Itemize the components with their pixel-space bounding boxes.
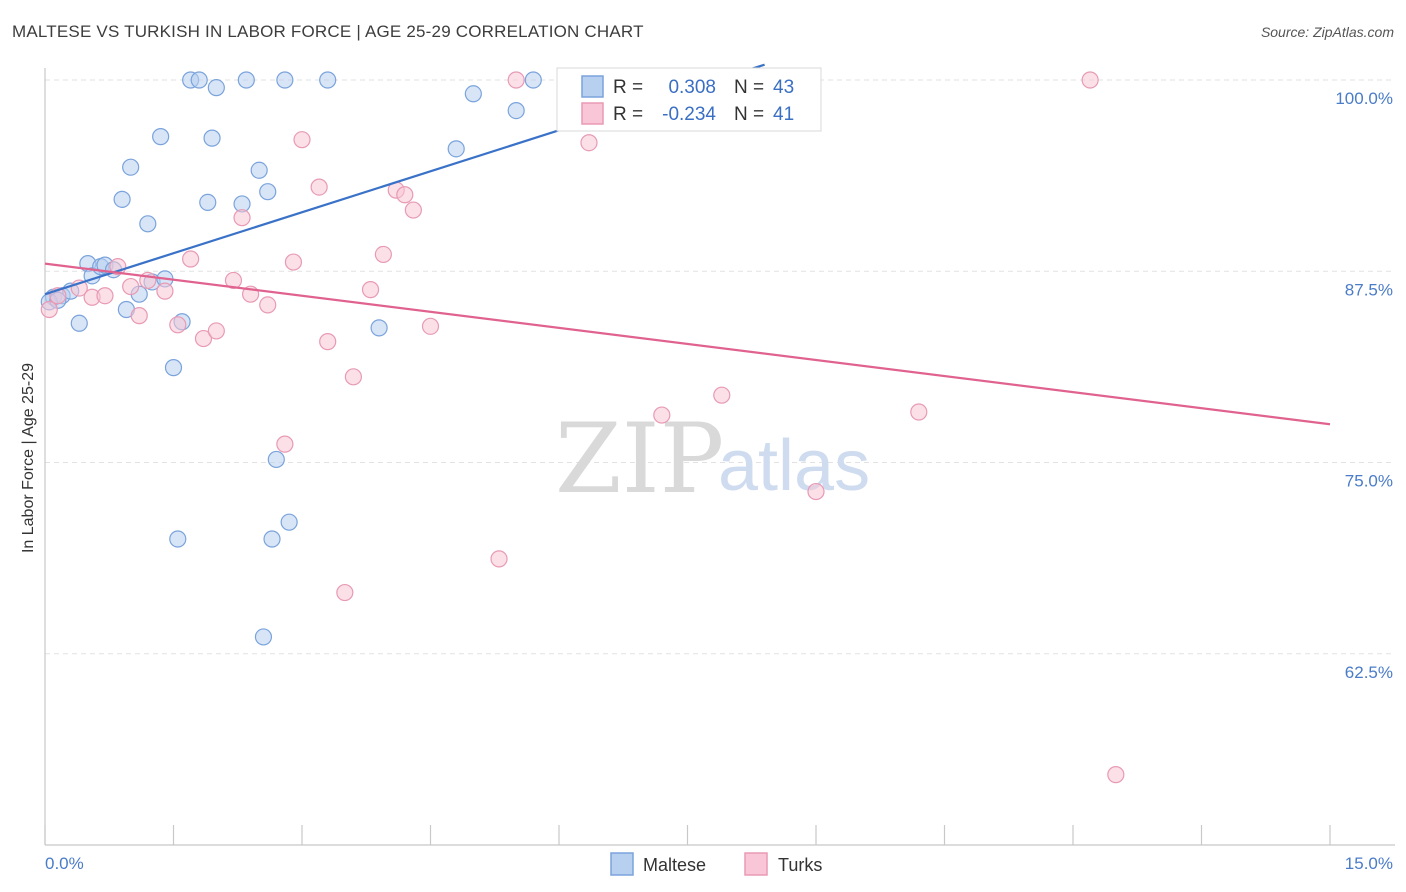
point-turks-36 (713, 386, 731, 404)
point-turks-40 (1107, 766, 1125, 784)
point-maltese-28 (259, 183, 277, 201)
point-turks-4 (96, 287, 114, 305)
bottom-legend-swatch-turks (744, 852, 768, 876)
point-maltese-32 (280, 513, 298, 531)
point-maltese-34 (370, 319, 388, 337)
point-maltese-22 (203, 129, 221, 147)
axes (44, 68, 1395, 846)
point-maltese-11 (122, 158, 140, 176)
legend-n-label-maltese: N = (734, 77, 764, 98)
legend-swatch-maltese (581, 75, 604, 98)
x-tick-label-1: 15.0% (1345, 854, 1393, 873)
point-maltese-16 (164, 359, 183, 377)
point-maltese-37 (507, 101, 525, 120)
point-turks-6 (122, 277, 140, 296)
point-turks-19 (284, 253, 303, 271)
point-turks-30 (421, 317, 440, 335)
y-tick-label-1: 75.0% (1345, 472, 1393, 491)
point-turks-0 (40, 300, 58, 319)
point-turks-18 (276, 435, 294, 453)
point-turks-17 (259, 296, 277, 314)
point-turks-26 (374, 245, 392, 264)
legend-r-value-maltese: 0.308 (668, 77, 716, 98)
point-maltese-15 (152, 128, 170, 146)
bottom-legend-label-turks: Turks (778, 855, 822, 875)
point-turks-21 (310, 178, 328, 196)
y-tick-label-3: 100.0% (1335, 89, 1393, 108)
series-legend: Maltese Turks (610, 852, 822, 876)
point-turks-20 (293, 131, 311, 149)
point-maltese-36 (464, 85, 482, 103)
point-turks-35 (653, 406, 671, 424)
point-turks-25 (361, 281, 380, 299)
series-turks-points (40, 71, 1125, 784)
point-maltese-3 (70, 314, 88, 332)
source-credit: Source: ZipAtlas.com (1260, 24, 1394, 40)
point-turks-24 (344, 368, 362, 386)
point-turks-28 (396, 186, 414, 204)
point-maltese-33 (319, 71, 337, 89)
point-maltese-29 (263, 530, 281, 548)
point-turks-31 (490, 550, 508, 568)
legend-swatch-turks (581, 102, 604, 125)
point-turks-10 (169, 316, 187, 334)
point-turks-14 (224, 271, 243, 290)
legend-r-label-turks: R = (613, 104, 643, 125)
point-turks-39 (1081, 71, 1099, 89)
chart-title: MALTESE VS TURKISH IN LABOR FORCE | AGE … (12, 22, 644, 41)
point-turks-32 (507, 71, 525, 89)
y-tick-label-0: 62.5% (1345, 663, 1393, 682)
y-tick-label-2: 87.5% (1345, 280, 1393, 299)
bottom-legend-swatch-maltese (610, 852, 634, 876)
correlation-legend: R = 0.308 N = 43 R = -0.234 N = 41 (556, 67, 822, 132)
point-turks-9 (156, 282, 174, 300)
point-turks-12 (194, 329, 213, 348)
point-maltese-21 (199, 193, 217, 211)
watermark-atlas: atlas (718, 426, 870, 506)
point-turks-38 (910, 403, 928, 421)
y-tick-labels: 62.5% 75.0% 87.5% 100.0% (1335, 89, 1393, 682)
point-turks-13 (207, 322, 225, 340)
point-maltese-31 (267, 450, 285, 469)
point-maltese-30 (276, 71, 294, 89)
point-maltese-26 (250, 161, 268, 179)
point-maltese-25 (237, 71, 255, 89)
x-tick-label-0: 0.0% (45, 854, 84, 873)
point-turks-7 (130, 307, 148, 325)
legend-r-value-turks: -0.234 (662, 104, 716, 125)
bottom-legend-label-maltese: Maltese (643, 855, 706, 875)
point-maltese-9 (113, 190, 131, 208)
watermark-zip: ZIP (555, 403, 724, 515)
x-tick-labels: 0.0% 15.0% (45, 854, 1393, 873)
legend-r-label-maltese: R = (613, 77, 643, 98)
point-maltese-35 (447, 140, 465, 158)
point-maltese-20 (190, 71, 208, 89)
legend-n-label-turks: N = (734, 104, 764, 125)
point-maltese-18 (169, 530, 187, 548)
point-turks-11 (182, 250, 200, 268)
trend-line-turks (44, 262, 1331, 426)
point-maltese-23 (207, 79, 225, 97)
point-turks-29 (404, 201, 422, 219)
point-turks-23 (336, 583, 354, 602)
y-axis-title: In Labor Force | Age 25-29 (20, 363, 37, 553)
legend-n-value-maltese: 43 (773, 77, 794, 98)
point-turks-37 (807, 482, 825, 501)
point-turks-15 (233, 209, 251, 227)
point-turks-22 (319, 333, 337, 351)
point-maltese-13 (139, 215, 157, 233)
point-maltese-38 (524, 71, 542, 89)
grid-lines (45, 79, 1395, 655)
legend-n-value-turks: 41 (773, 104, 794, 125)
point-turks-34 (580, 134, 598, 152)
watermark: ZIP atlas (555, 403, 870, 515)
point-maltese-27 (254, 628, 273, 646)
